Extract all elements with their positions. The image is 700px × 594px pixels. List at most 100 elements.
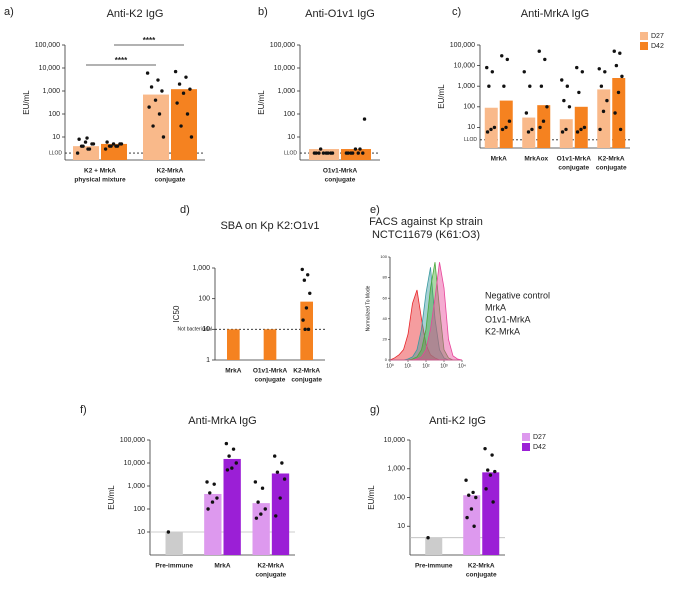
data-point <box>230 466 234 470</box>
x-tick-label: MrkA <box>214 563 231 570</box>
y-tick-label: 1,000 <box>277 88 295 95</box>
data-point <box>471 490 475 495</box>
data-point <box>564 127 568 132</box>
legend-swatch <box>522 433 530 441</box>
data-point <box>579 127 583 132</box>
data-point <box>483 446 487 451</box>
data-point <box>75 151 80 155</box>
x-tick-label: physical mixture <box>74 177 126 184</box>
data-point <box>308 291 312 295</box>
data-point <box>105 140 109 144</box>
y-tick-label: 1,000 <box>192 265 210 272</box>
y-axis-label: IC50 <box>172 305 181 322</box>
chart-title: Anti-MrkA IgG <box>521 8 589 20</box>
y-tick-label: 100 <box>48 111 60 118</box>
bar <box>227 329 240 360</box>
data-point <box>189 135 194 139</box>
data-point <box>87 147 92 151</box>
bar <box>341 149 371 160</box>
data-point <box>300 267 304 272</box>
data-point <box>502 84 506 88</box>
y-tick-label: 1,000 <box>387 466 405 473</box>
data-point <box>273 454 277 458</box>
data-point <box>577 90 581 95</box>
reference-label: LLOD <box>284 150 297 156</box>
x-tick-label: K2-MrkA <box>468 563 495 570</box>
data-point <box>188 87 192 91</box>
data-point <box>575 130 580 134</box>
data-point <box>618 127 623 132</box>
y-tick-label: 40 <box>383 316 388 321</box>
x-tick-label: K2-MrkA <box>293 368 320 375</box>
data-point <box>77 137 81 141</box>
y-tick-label: 10,000 <box>454 62 476 69</box>
data-point <box>317 151 321 155</box>
y-tick-label: 100 <box>198 296 210 303</box>
data-point <box>467 493 471 497</box>
data-point <box>484 487 488 491</box>
y-tick-label: 100 <box>283 111 295 118</box>
x-tick-label: MrkA <box>491 156 508 163</box>
data-point <box>161 135 166 139</box>
x-tick-label: 10¹ <box>404 363 412 369</box>
data-point <box>181 91 186 95</box>
data-point <box>530 127 534 132</box>
x-tick-label: conjugate <box>466 572 497 579</box>
y-tick-label: 10,000 <box>124 460 146 467</box>
data-point <box>505 57 510 62</box>
data-point <box>560 130 565 134</box>
bar <box>612 78 626 148</box>
legend-label: D42 <box>533 444 546 451</box>
data-point <box>83 140 88 144</box>
y-axis-label: EU/mL <box>22 90 31 115</box>
data-point <box>157 112 162 116</box>
data-point <box>464 478 468 482</box>
data-point <box>565 84 570 88</box>
x-tick-label: conjugate <box>325 177 356 184</box>
data-point <box>304 306 309 310</box>
x-tick-label: K2-MrkA <box>157 168 184 175</box>
data-point <box>562 98 566 103</box>
y-tick-label: 20 <box>383 336 388 341</box>
data-point <box>306 327 311 332</box>
significance-label: **** <box>115 56 128 65</box>
x-tick-label: Pre-immune <box>155 563 193 570</box>
data-point <box>208 491 212 495</box>
data-point <box>206 507 210 511</box>
data-point <box>147 105 151 109</box>
data-point <box>545 105 549 109</box>
bar <box>574 106 588 148</box>
data-point <box>303 327 307 332</box>
data-point <box>179 124 183 128</box>
y-axis-label: Normalized To Mode <box>365 285 371 331</box>
data-point <box>543 57 547 62</box>
y-tick-label: 1 <box>206 357 210 364</box>
data-point <box>488 473 493 477</box>
data-point <box>212 482 216 486</box>
chart-title: Anti-K2 IgG <box>429 415 486 427</box>
data-point <box>215 496 219 500</box>
data-point <box>85 136 89 140</box>
data-point <box>356 151 360 155</box>
data-point <box>618 51 622 55</box>
panel-label: g) <box>370 404 380 416</box>
data-point <box>274 514 278 518</box>
data-point <box>493 469 497 474</box>
data-point <box>321 151 326 155</box>
data-point <box>597 67 601 71</box>
reference-label: LLOD <box>49 150 62 156</box>
data-point <box>575 65 579 70</box>
data-point <box>111 142 116 146</box>
data-point <box>490 453 494 457</box>
data-point <box>151 124 155 128</box>
x-tick-label: conjugate <box>291 377 322 384</box>
data-point <box>119 142 124 146</box>
data-point <box>254 516 259 520</box>
data-point <box>350 151 355 155</box>
data-point <box>256 500 260 504</box>
x-tick-label: K2-MrkA <box>257 563 284 570</box>
chart-title: Anti-MrkA IgG <box>188 415 256 427</box>
legend-swatch <box>522 443 530 451</box>
data-point <box>231 447 236 451</box>
chart-title: SBA on Kp K2:O1v1 <box>220 220 319 232</box>
